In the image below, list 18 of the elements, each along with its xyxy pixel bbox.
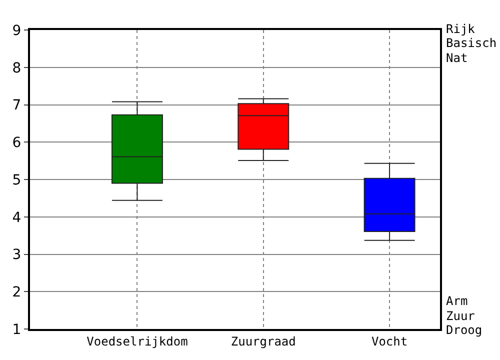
text: Arm bbox=[446, 294, 468, 308]
text: Nat bbox=[446, 51, 468, 65]
y-tick-label: 7 bbox=[12, 98, 22, 114]
y-tick-label: 3 bbox=[12, 247, 22, 264]
x-tick-label: Zuurgraad bbox=[230, 334, 296, 348]
y-tick-label: 4 bbox=[12, 210, 22, 226]
x-tick-label: Voedselrijkdom bbox=[86, 334, 188, 348]
y-tick-label: 1 bbox=[12, 322, 22, 338]
text: Zuur bbox=[446, 309, 475, 323]
y-tick-label: 5 bbox=[12, 172, 22, 188]
x-tick-label: Vocht bbox=[371, 334, 408, 348]
text: Basisch bbox=[446, 36, 497, 50]
text: Rijk bbox=[446, 22, 476, 36]
y-tick-label: 8 bbox=[12, 60, 22, 76]
text: Droog bbox=[446, 323, 482, 337]
y-tick-label: 6 bbox=[12, 135, 22, 152]
y-tick-label: 9 bbox=[12, 22, 22, 39]
y-tick-label: 2 bbox=[12, 284, 22, 301]
